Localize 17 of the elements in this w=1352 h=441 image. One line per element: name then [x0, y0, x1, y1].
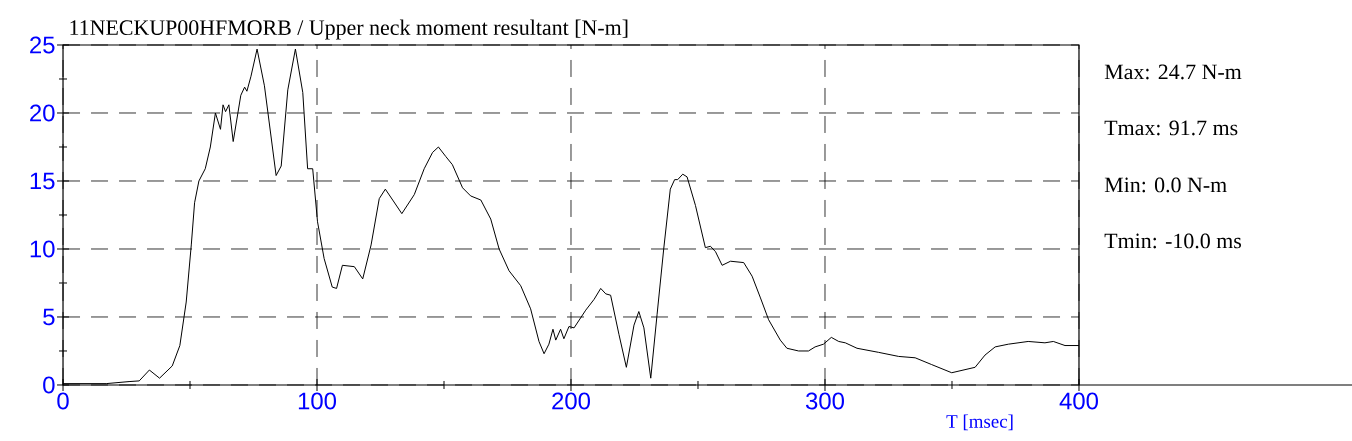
x-tick-label: 400: [1059, 392, 1098, 410]
y-tick-label: 15: [30, 172, 55, 190]
x-tick-label: 0: [57, 392, 69, 410]
y-tick-label: 10: [30, 240, 55, 258]
text: Tmax: 91.7 ms: [1104, 120, 1238, 136]
x-tick-label: 300: [805, 392, 844, 410]
x-tick-label: 200: [552, 392, 590, 410]
x-tick-label: 100: [298, 392, 337, 410]
y-tick-label: 0: [43, 376, 55, 394]
y-tick-label: 5: [43, 308, 55, 326]
x-axis-title: T [msec]: [946, 414, 1013, 431]
text: Tmin: -10.0 ms: [1104, 233, 1242, 249]
y-tick-label: 25: [30, 36, 55, 54]
chart-title: 11NECKUP00HFMORB / Upper neck moment resultant [N-m]: [70, 19, 628, 40]
text: Min: 0.0 N-m: [1104, 177, 1227, 193]
y-tick-label: 20: [30, 104, 55, 122]
text: Max: 24.7 N-m: [1104, 64, 1242, 80]
